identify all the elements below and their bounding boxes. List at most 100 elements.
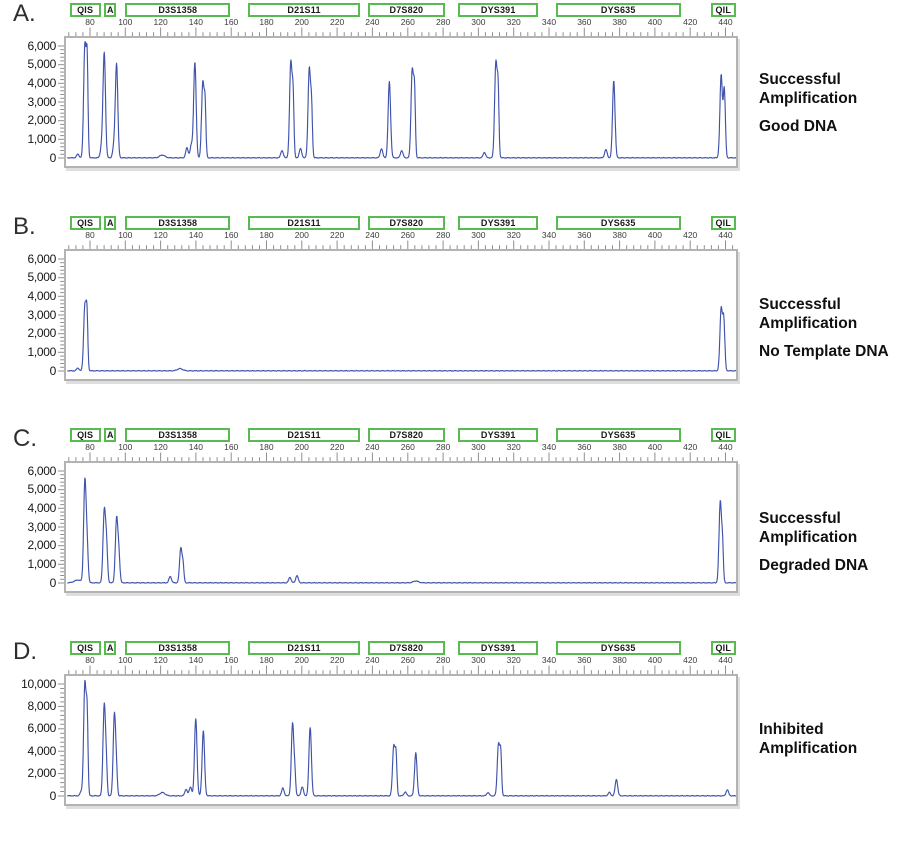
x-axis-tick-labels: 80 100 120 140 160 180 200 220 240 260 280 300 320 34… [64,655,736,665]
x-tick-label: 440 [718,442,733,452]
x-tick-label: 160 [224,17,239,27]
x-tick-label: 400 [647,230,662,240]
marker-box-qil: QIL [710,3,737,17]
x-tick-label: 260 [400,655,415,665]
x-tick-label: 220 [330,17,345,27]
y-tick-label: 1,000 [27,344,56,359]
x-tick-label: 100 [118,655,133,665]
result-annotation: Successful Amplification No Template DNA [759,295,900,361]
marker-label: QIL [715,643,732,653]
electropherogram-trace [67,477,736,584]
result-annotation-sublabel: Degraded DNA [759,557,869,574]
marker-label: D21S11 [287,218,321,228]
x-tick-label: 120 [153,442,168,452]
x-tick-label: 260 [400,230,415,240]
marker-label: QIL [715,5,732,15]
plot-area [64,249,738,381]
x-tick-label: 320 [506,230,521,240]
result-annotation: Inhibited Amplification [759,720,900,758]
trace-canvas [66,679,736,797]
marker-label: DYS635 [600,5,636,15]
x-tick-label: 280 [436,442,451,452]
marker-box-qis: QIS [69,3,101,17]
x-tick-label: 120 [153,655,168,665]
marker-box-d21s11: D21S11 [248,3,361,17]
y-tick-label: 0 [49,363,57,378]
x-axis-ruler [68,240,734,249]
marker-label: A [106,5,114,15]
x-tick-label: 360 [577,655,592,665]
x-tick-label: 380 [612,230,627,240]
marker-label: DYS391 [480,5,516,15]
electropherogram-trace [66,679,736,797]
y-tick-label: 2,000 [27,113,56,128]
marker-header-row: QIS A D3S1358 D21S11 D7S820 DYS391 DYS635 QIL [64,216,737,230]
x-tick-label: 100 [118,17,133,27]
marker-label: QIS [77,218,94,228]
marker-box-d7s820: D7S820 [368,216,445,230]
x-tick-label: 320 [506,17,521,27]
x-tick-label: 420 [683,17,698,27]
marker-label: DYS635 [600,430,636,440]
marker-box-d21s11: D21S11 [248,216,361,230]
marker-label: DYS391 [480,218,516,228]
marker-box-d21s11: D21S11 [248,641,361,655]
x-tick-label: 280 [436,655,451,665]
panel-d: D. QIS A D3S1358 D21S11 D7S820 DYS391 DYS635 QIL… [0,638,900,851]
x-tick-label: 360 [577,442,592,452]
y-tick-label: 3,000 [27,307,56,322]
x-tick-label: 380 [612,442,627,452]
x-tick-label: 200 [294,442,309,452]
x-tick-label: 220 [330,230,345,240]
x-tick-label: 240 [365,230,380,240]
marker-label: D7S820 [389,430,424,440]
marker-label: D7S820 [389,218,424,228]
marker-box-a: A [104,216,117,230]
marker-box-d21s11: D21S11 [248,428,361,442]
y-tick-label: 3,000 [27,519,56,534]
result-annotation-sublabel: No Template DNA [759,343,889,360]
marker-label: DYS635 [600,218,636,228]
result-annotation-line: Inhibited [759,721,824,738]
marker-box-a: A [104,428,117,442]
marker-box-dys391: DYS391 [458,641,539,655]
marker-label: D21S11 [287,430,321,440]
y-tick-label: 2,000 [27,538,56,553]
y-tick-label: 5,000 [27,57,56,72]
y-tick-label: 1,000 [27,556,56,571]
x-tick-label: 200 [294,17,309,27]
marker-box-dys635: DYS635 [556,641,681,655]
marker-box-dys635: DYS635 [556,216,681,230]
x-tick-label: 360 [577,230,592,240]
x-tick-label: 300 [471,655,486,665]
x-tick-label: 420 [683,230,698,240]
y-tick-label: 3,000 [27,94,56,109]
y-tick-label: 2,000 [27,766,56,781]
marker-header-row: QIS A D3S1358 D21S11 D7S820 DYS391 DYS635 QIL [64,641,737,655]
x-tick-label: 220 [330,655,345,665]
x-tick-label: 120 [153,17,168,27]
x-tick-label: 400 [647,442,662,452]
result-annotation-line: Successful [759,71,841,88]
result-annotation-line: Amplification [759,90,858,107]
y-tick-label: 6,000 [27,251,56,266]
panel-c: C. QIS A D3S1358 D21S11 D7S820 DYS391 DYS635 QIL… [0,425,900,638]
marker-box-dys391: DYS391 [458,428,539,442]
y-tick-label: 0 [49,788,57,803]
x-tick-label: 420 [683,655,698,665]
result-annotation-sublabel: Good DNA [759,118,838,135]
marker-box-dys391: DYS391 [458,3,539,17]
marker-box-d3s1358: D3S1358 [125,3,231,17]
x-tick-label: 260 [400,442,415,452]
x-tick-label: 100 [118,230,133,240]
x-tick-label: 180 [259,17,274,27]
x-axis-tick-labels: 80 100 120 140 160 180 200 220 240 260 280 300 320 34… [64,230,736,240]
marker-label: DYS391 [480,643,516,653]
marker-label: D3S1358 [158,643,198,653]
x-tick-label: 400 [647,655,662,665]
x-tick-label: 440 [718,230,733,240]
x-axis-ruler [68,27,734,36]
marker-box-d3s1358: D3S1358 [125,428,231,442]
result-annotation: Successful Amplification Degraded DNA [759,509,900,575]
marker-box-dys391: DYS391 [458,216,539,230]
